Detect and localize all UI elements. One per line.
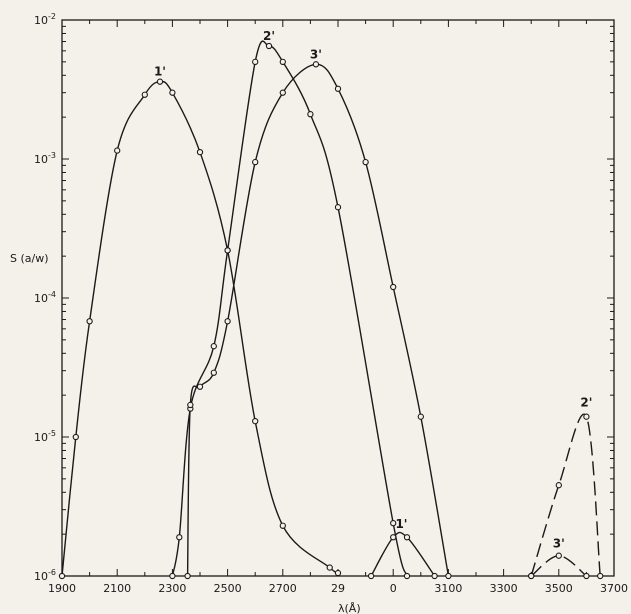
x-tick-label: 2300 (158, 582, 186, 595)
series-1-point (196, 149, 204, 156)
series-2-point (390, 520, 397, 527)
series-1-point (141, 91, 148, 98)
series-1-secondary-point (390, 534, 397, 541)
series-3-secondary-point (528, 572, 535, 580)
series-2-point (210, 343, 217, 350)
series-2-point (224, 247, 231, 254)
series-1-point (334, 569, 342, 577)
plot-border (61, 19, 615, 577)
curves (61, 40, 601, 577)
series-1-secondary-point (431, 572, 438, 580)
series-3-point (312, 61, 320, 68)
series-3-point (279, 89, 286, 96)
series-1-label: 1' (154, 65, 166, 79)
x-axis-label: λ(Å) (338, 602, 361, 614)
series-1-secondary-point (367, 572, 375, 580)
y-tick-label: 10-6 (34, 568, 56, 583)
series-1-secondary-point (403, 534, 411, 541)
series-1-point (279, 522, 286, 529)
x-tick-label: 3500 (545, 582, 573, 595)
series-2-point (176, 534, 183, 541)
series-3-point (184, 572, 191, 580)
series-3-point (196, 383, 204, 390)
series-3-point (210, 369, 217, 376)
data-points (58, 42, 604, 580)
x-tick-label: 2100 (103, 582, 131, 595)
series-3-point (224, 318, 231, 325)
series-2-point (265, 42, 273, 50)
x-tick-label: 3100 (434, 582, 462, 595)
x-tick-label: 0 (390, 582, 397, 595)
series-3-point (417, 413, 424, 420)
series-2-point (252, 58, 259, 65)
series-3-point (445, 572, 452, 580)
series-1-line (61, 80, 339, 577)
series-2-point (307, 111, 314, 118)
series-1-point (58, 572, 66, 580)
series-3-point (252, 158, 259, 166)
x-tick-label: 29 (331, 582, 345, 595)
series-2-point (279, 58, 286, 65)
series-2-secondary-point (555, 482, 562, 489)
series-2-secondary-point (597, 572, 604, 580)
series-2-point (169, 572, 176, 580)
series-2-point (403, 572, 411, 580)
x-tick-label: 2700 (269, 582, 297, 595)
plot-frame (61, 19, 615, 577)
series-1-secondary-label: 1' (395, 517, 407, 531)
series-2-label: 2' (263, 29, 275, 43)
axis-ticks: 1900 2100 2300 2500 2700 29 0 3100 3300 3500 3700 3… (34, 12, 628, 595)
x-tick-label: 2500 (214, 582, 242, 595)
series-3-secondary-line (530, 554, 587, 577)
series-1-point (86, 318, 93, 325)
series-1-point (156, 78, 164, 85)
series-1-point (114, 147, 121, 154)
series-3-secondary-point (555, 552, 562, 559)
series-3-point (362, 158, 369, 166)
series-2-secondary-label: 2' (580, 396, 592, 410)
y-axis-label: S (a/w) (10, 252, 49, 265)
series-2-point (334, 204, 342, 211)
series-1-point (72, 433, 79, 441)
series-3-point (334, 85, 342, 92)
series-2-line (171, 40, 408, 577)
series-1-point (169, 89, 176, 96)
series-1-point (252, 418, 259, 425)
series-3-point (187, 401, 194, 409)
y-tick-label: 10-5 (34, 429, 56, 444)
curve-labels: 1' 1' 2' 2' 3' 3' (154, 29, 592, 551)
series-2-secondary-line (530, 413, 601, 577)
y-tick-label: 10-2 (34, 12, 56, 27)
series-3-point (390, 283, 397, 291)
series-1-secondary-line (370, 531, 436, 577)
y-tick-label: 10-4 (34, 290, 56, 305)
x-tick-label: 3700 (600, 582, 628, 595)
x-tick-label: 1900 (48, 582, 76, 595)
series-3-secondary-label: 3' (553, 537, 565, 551)
series-1-point (326, 564, 333, 571)
series-3-label: 3' (310, 47, 322, 61)
series-2-secondary-point (583, 413, 590, 420)
series-3-secondary-point (583, 572, 590, 580)
y-tick-label: 10-3 (34, 151, 56, 166)
x-tick-label: 3300 (490, 582, 518, 595)
